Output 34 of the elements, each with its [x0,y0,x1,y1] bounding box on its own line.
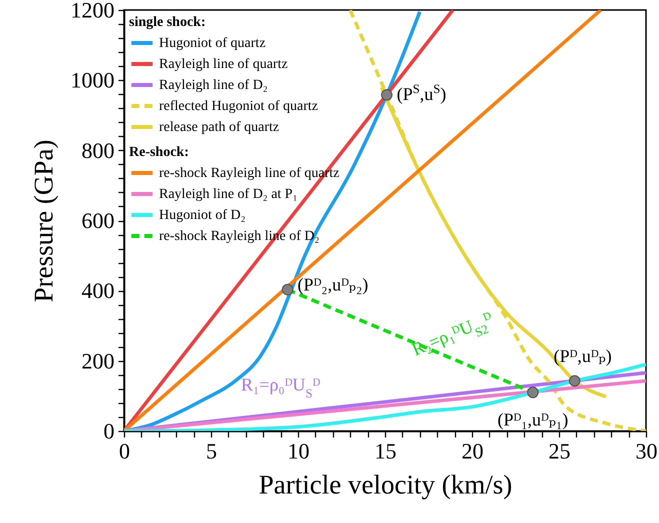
x-tick-label: 10 [288,438,310,464]
y-tick-label: 1200 [70,0,114,22]
point [527,386,539,398]
x-axis-title: Particle velocity (km/s) [258,470,512,500]
point [282,284,294,296]
y-tick-label: 800 [82,138,114,163]
y-axis-title: Pressure (GPa) [28,140,58,302]
point [380,89,392,101]
legend-label: Rayleigh line of quartz [159,57,288,72]
legend-label: Hugoniot of quartz [159,36,266,51]
legend-label: Rayleigh line of D₂ at P₁ [159,187,298,202]
annotation: (Pᴰ₁,uᴰₚ₁) [498,409,568,430]
x-tick-label: 30 [636,438,658,464]
point [568,375,580,387]
text: single shock: [129,15,206,30]
legend-label: reflected Hugoniot of quartz [159,99,318,114]
x-tick-label: 25 [548,438,570,464]
y-tick-label: 200 [82,348,114,374]
x-tick-label: 20 [462,438,484,464]
text: Re-shock: [129,145,189,160]
legend-label: Hugoniot of D₂ [159,208,246,223]
y-tick-label: 400 [82,278,114,304]
x-tick-label: 5 [206,438,217,464]
annotation: (P$^{S}$,u$^{S}$) [396,82,446,104]
y-tick-label: 600 [82,208,114,233]
annotation: R₁=ρ₀ᴰU$_{S}$ᴰ [241,374,320,400]
x-tick-label: 15 [374,438,396,464]
legend-label: release path of quartz [159,120,280,135]
x-tick-label: 0 [119,438,130,464]
annotation: (Pᴰ₂,uᴰₚ₂) [298,274,368,295]
legend-label: Rayleigh line of D₂ [159,78,268,93]
annotation: (Pᴰ,uᴰₚ) [554,346,612,366]
y-tick-label: 1000 [70,68,114,93]
y-tick-label: 0 [104,418,114,444]
